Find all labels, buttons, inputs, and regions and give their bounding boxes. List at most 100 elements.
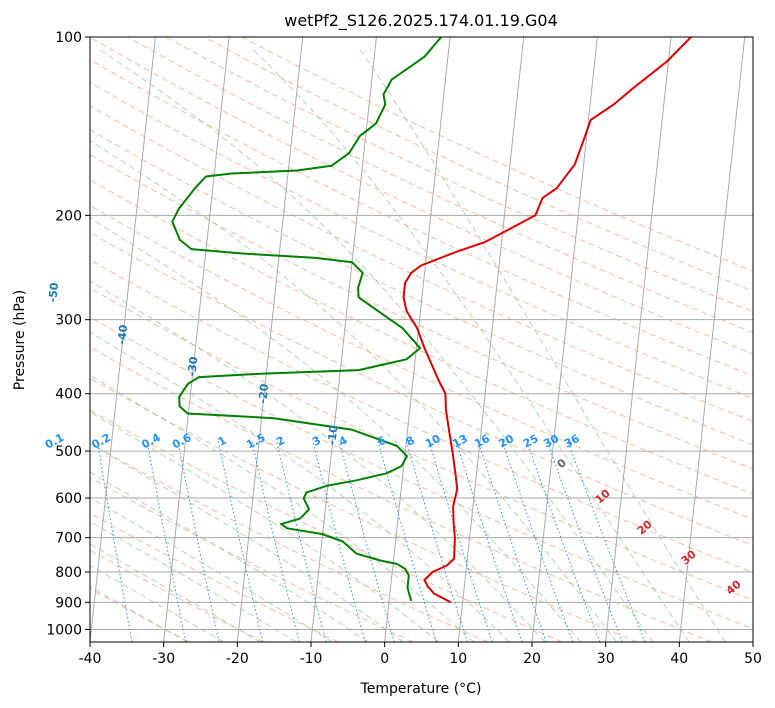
y-tick-label: 500 [55,444,82,460]
y-tick-label: 100 [55,30,82,46]
dry-adiabat [90,442,488,642]
moist-adiabat [90,411,439,642]
isotherm-line [531,37,598,642]
dry-adiabat [241,37,753,272]
isotherm-line [678,37,746,642]
moist-adiabat [90,520,297,642]
mixing-ratio-label: 3 [310,434,323,449]
dry-adiabat-label: 30 [679,547,699,567]
moist-adiabat [90,543,261,642]
moist-adiabat [90,471,368,642]
dry-adiabat [90,346,712,642]
mixing-ratio-line [477,440,547,642]
moist-adiabat [90,217,582,642]
mixing-ratio-label: 30 [541,432,561,451]
moist-adiabat [359,49,727,642]
isotherm-line [752,637,753,642]
isotherm-label: -40 [115,324,130,346]
dry-adiabat [90,129,753,446]
dry-adiabat [90,105,753,422]
mixing-ratio-line [405,440,468,642]
profile-lines [171,37,692,604]
isotherm-line [0,37,8,642]
x-tick-label: 40 [670,651,688,667]
moist-adiabat [90,331,510,642]
plot-frame [89,36,754,643]
dry-adiabat [90,512,339,642]
y-tick-label: 800 [55,565,82,581]
mixing-ratio-line [377,440,437,642]
dewpoint-profile-line [171,37,442,602]
mixing-ratio-label: 25 [521,432,541,451]
dry-adiabat-label: 20 [635,517,655,537]
mixing-ratio-line [177,440,220,642]
y-tick-label: 700 [55,531,82,547]
dry-adiabat-label: 10 [593,486,613,506]
mixing-ratio-line [312,440,366,642]
moist-adiabat [90,564,225,642]
dry-adiabat [90,59,753,377]
y-tick-label: 300 [55,313,82,329]
y-tick-label: 900 [55,595,82,611]
mixing-ratio-label: 13 [450,432,470,451]
dry-adiabat [90,377,638,642]
x-tick-label: 10 [449,651,467,667]
isotherm-line [384,37,451,642]
moist-adiabat [252,49,690,642]
mixing-ratio-label: 10 [423,432,443,451]
dry-adiabat [90,205,753,521]
x-tick-label: -40 [79,651,102,667]
mixing-ratio-label: 36 [562,432,582,451]
chart-title: wetPf2_S126.2025.174.01.19.G04 [284,11,558,31]
isotherm-label: -30 [185,356,200,378]
dry-adiabat [90,409,563,642]
isotherm-line [90,37,156,642]
dry-adiabat [90,179,753,495]
mixing-ratio-line [428,440,493,642]
moist-adiabat [90,374,475,642]
isotherm-line [605,37,672,642]
mixing-ratio-label: 1.5 [244,431,267,452]
mixing-ratio-label: 16 [472,432,492,451]
moist-adiabat [90,280,546,642]
isotherm-label: -20 [256,383,271,405]
isotherm-line [457,37,525,642]
mixing-ratio-line [251,440,300,642]
dry-adiabat [90,153,753,470]
dry-adiabat [90,477,414,642]
dry-adiabat [203,37,753,292]
mixing-ratio-label: 20 [496,432,516,451]
isotherm-line [163,37,230,642]
x-tick-label: 0 [380,651,389,667]
isotherm-line [236,37,304,642]
dry-adiabat [90,588,190,642]
y-tick-label: 400 [55,387,82,403]
isotherm-label: -50 [46,282,61,304]
mixing-ratio-label: 2 [274,434,287,449]
mixing-ratio-label: 0.4 [139,431,163,452]
x-axis-label: Temperature (°C) [360,681,482,697]
axis-ticks: -40 -30 -20 -10 0 10 20 30 40 50 100 200 300 400 500 60… [46,30,762,667]
isotherm-label: -10 [325,424,340,446]
dry-adiabat [90,259,753,574]
mixing-ratio-label: 1 [216,434,229,449]
mixing-ratio-line [526,440,601,642]
x-tick-label: 30 [597,651,615,667]
x-tick-label: 50 [744,651,762,667]
dry-adiabat [90,549,264,642]
dry-adiabat [127,37,753,334]
x-tick-label: 20 [523,651,541,667]
mixing-ratio-label: 0.6 [170,431,194,452]
dry-adiabat-label: 40 [724,577,744,597]
background-lines [0,37,753,642]
moist-adiabat [90,586,188,642]
moist-adiabat [90,443,404,642]
moist-adiabat [90,140,618,642]
x-tick-label: -10 [300,651,323,667]
dry-adiabat [165,37,753,313]
moist-adiabat [99,49,654,642]
x-tick-label: -30 [152,651,175,667]
line-labels: -100-90-80-70-60-50-40-30-20-100.10.20.4… [43,282,744,598]
mixing-ratio-label: 0.2 [90,431,113,452]
